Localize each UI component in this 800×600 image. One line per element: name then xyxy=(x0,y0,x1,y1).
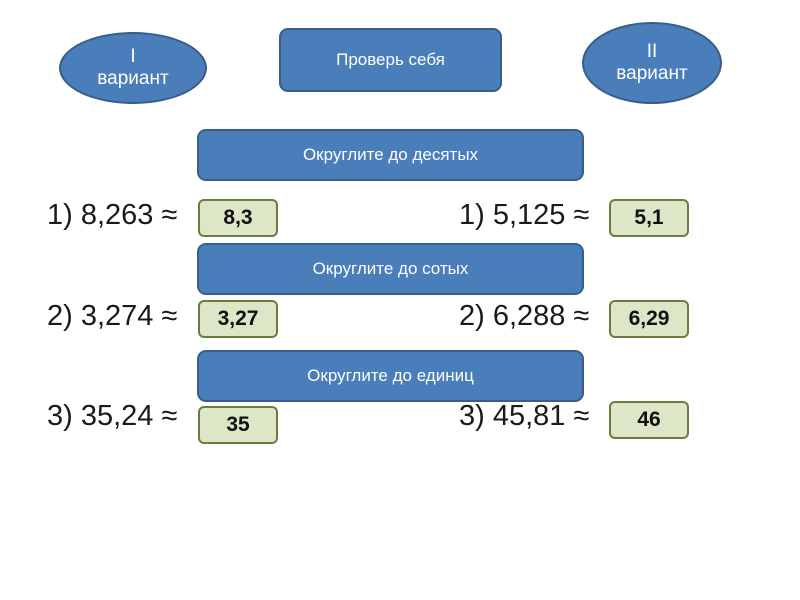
section-title: Округлите до единиц xyxy=(307,366,474,385)
section-banner-hundredths[interactable]: Округлите до сотых xyxy=(197,243,584,295)
left-expression-2: 2) 3,274 ≈ xyxy=(47,300,178,332)
right-answer-2: 6,29 xyxy=(609,300,689,338)
right-expression-3: 3) 45,81 ≈ xyxy=(459,400,590,432)
answer-value: 46 xyxy=(637,408,661,431)
right-answer-3: 46 xyxy=(609,401,689,439)
variant-2-button[interactable]: II вариант xyxy=(582,22,722,104)
right-expression-1: 1) 5,125 ≈ xyxy=(459,199,590,231)
variant-1-label: вариант xyxy=(97,68,169,89)
right-expression-2: 2) 6,288 ≈ xyxy=(459,300,590,332)
left-answer-1: 8,3 xyxy=(198,199,278,237)
answer-value: 6,29 xyxy=(628,307,670,330)
variant-1-button[interactable]: I вариант xyxy=(59,32,207,104)
section-banner-tenths[interactable]: Округлите до десятых xyxy=(197,129,584,181)
right-answer-1: 5,1 xyxy=(609,199,689,237)
left-answer-3: 35 xyxy=(198,406,278,444)
answer-value: 5,1 xyxy=(634,206,664,229)
left-answer-2: 3,27 xyxy=(198,300,278,338)
check-yourself-label: Проверь себя xyxy=(336,50,445,69)
answer-value: 3,27 xyxy=(217,307,259,330)
answer-value: 8,3 xyxy=(223,206,253,229)
variant-2-label: вариант xyxy=(616,63,688,84)
section-title: Округлите до сотых xyxy=(312,259,469,278)
check-yourself-button[interactable]: Проверь себя xyxy=(279,28,502,92)
section-banner-units[interactable]: Округлите до единиц xyxy=(197,350,584,402)
left-expression-1: 1) 8,263 ≈ xyxy=(47,199,178,231)
section-title: Округлите до десятых xyxy=(302,145,479,164)
variant-2-numeral: II xyxy=(646,41,658,62)
answer-value: 35 xyxy=(226,413,250,436)
left-expression-3: 3) 35,24 ≈ xyxy=(47,400,178,432)
variant-1-numeral: I xyxy=(130,46,136,67)
